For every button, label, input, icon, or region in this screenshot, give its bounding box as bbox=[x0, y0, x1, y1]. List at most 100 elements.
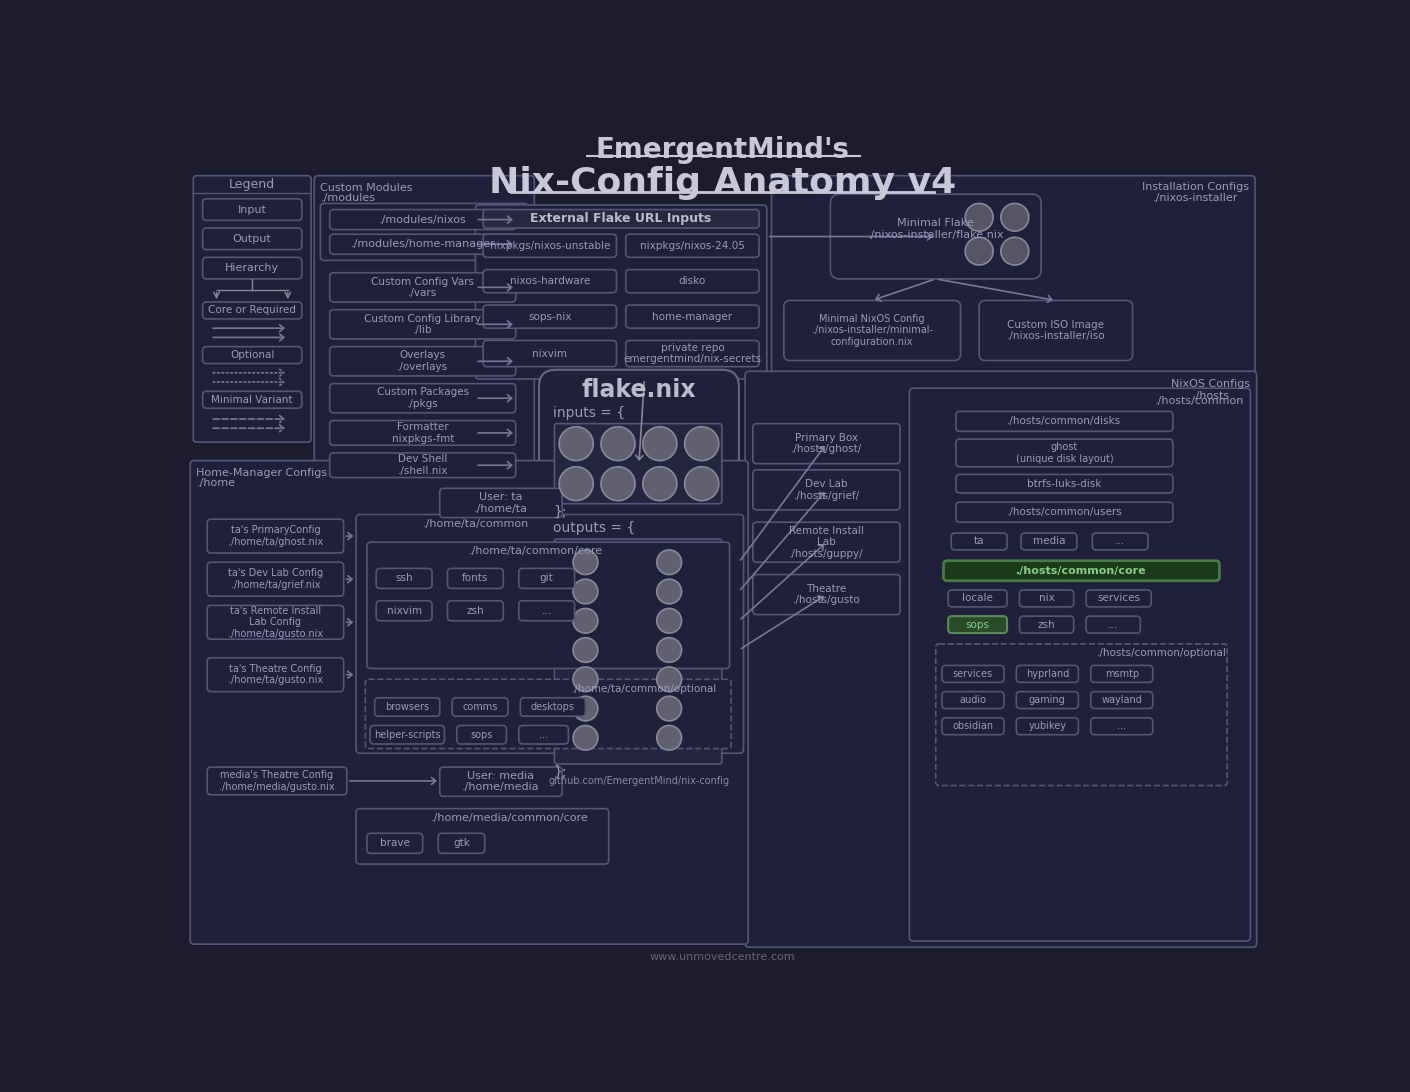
FancyBboxPatch shape bbox=[369, 725, 444, 744]
Text: Core or Required: Core or Required bbox=[209, 306, 296, 316]
Text: ...: ... bbox=[539, 729, 548, 739]
Circle shape bbox=[560, 427, 594, 461]
FancyBboxPatch shape bbox=[1017, 665, 1079, 682]
FancyBboxPatch shape bbox=[207, 657, 344, 691]
Text: btrfs-luks-disk: btrfs-luks-disk bbox=[1028, 478, 1101, 489]
FancyBboxPatch shape bbox=[440, 767, 563, 796]
FancyBboxPatch shape bbox=[484, 305, 616, 329]
FancyBboxPatch shape bbox=[956, 502, 1173, 522]
FancyBboxPatch shape bbox=[207, 562, 344, 596]
Circle shape bbox=[685, 466, 719, 500]
Text: ./modules: ./modules bbox=[320, 192, 375, 203]
FancyBboxPatch shape bbox=[771, 176, 1255, 385]
Text: Overlays
./overlays: Overlays ./overlays bbox=[398, 351, 448, 372]
FancyBboxPatch shape bbox=[1017, 717, 1079, 735]
Text: Custom Modules: Custom Modules bbox=[320, 183, 413, 193]
Text: ./home: ./home bbox=[196, 477, 235, 487]
Text: ta's Remote Install
Lab Config
./home/ta/gusto.nix: ta's Remote Install Lab Config ./home/ta… bbox=[228, 606, 323, 639]
Circle shape bbox=[657, 638, 681, 663]
Text: ghost
(unique disk layout): ghost (unique disk layout) bbox=[1015, 442, 1114, 464]
Circle shape bbox=[643, 466, 677, 500]
Text: nix: nix bbox=[1039, 593, 1055, 604]
FancyBboxPatch shape bbox=[948, 590, 1007, 607]
Text: nixvim: nixvim bbox=[533, 348, 567, 358]
Text: fonts: fonts bbox=[462, 573, 489, 583]
FancyBboxPatch shape bbox=[956, 412, 1173, 431]
Circle shape bbox=[657, 697, 681, 721]
FancyBboxPatch shape bbox=[203, 391, 302, 408]
FancyBboxPatch shape bbox=[330, 310, 516, 339]
Text: Home-Manager Configs: Home-Manager Configs bbox=[196, 468, 327, 478]
FancyBboxPatch shape bbox=[1086, 590, 1151, 607]
FancyBboxPatch shape bbox=[457, 725, 506, 744]
Text: nixos-hardware: nixos-hardware bbox=[509, 276, 589, 286]
Text: ta's Dev Lab Config
./home/ta/grief.nix: ta's Dev Lab Config ./home/ta/grief.nix bbox=[228, 568, 323, 590]
Circle shape bbox=[601, 466, 634, 500]
Text: brave: brave bbox=[379, 839, 410, 848]
FancyBboxPatch shape bbox=[626, 305, 759, 329]
Circle shape bbox=[1001, 203, 1029, 232]
Text: ...: ... bbox=[1108, 619, 1118, 630]
FancyBboxPatch shape bbox=[519, 601, 575, 620]
FancyBboxPatch shape bbox=[1019, 616, 1073, 633]
FancyBboxPatch shape bbox=[626, 341, 759, 367]
Text: home-manager: home-manager bbox=[653, 311, 732, 322]
FancyBboxPatch shape bbox=[942, 717, 1004, 735]
Text: Remote Install
Lab
./hosts/guppy/: Remote Install Lab ./hosts/guppy/ bbox=[790, 525, 864, 559]
FancyBboxPatch shape bbox=[1093, 533, 1148, 550]
FancyBboxPatch shape bbox=[357, 809, 609, 864]
FancyBboxPatch shape bbox=[190, 461, 749, 945]
Text: zsh: zsh bbox=[467, 606, 484, 616]
Circle shape bbox=[685, 427, 719, 461]
Text: outputs = {: outputs = { bbox=[553, 521, 634, 535]
FancyBboxPatch shape bbox=[330, 453, 516, 477]
Text: locale: locale bbox=[962, 593, 993, 604]
FancyBboxPatch shape bbox=[203, 346, 302, 364]
Circle shape bbox=[657, 608, 681, 633]
FancyBboxPatch shape bbox=[207, 519, 344, 553]
FancyBboxPatch shape bbox=[519, 725, 568, 744]
Text: EmergentMind's: EmergentMind's bbox=[595, 136, 850, 164]
Text: wayland: wayland bbox=[1101, 696, 1142, 705]
FancyBboxPatch shape bbox=[365, 679, 732, 749]
FancyBboxPatch shape bbox=[440, 488, 563, 518]
Text: ./modules/home-manager: ./modules/home-manager bbox=[350, 239, 495, 249]
Text: audio: audio bbox=[959, 696, 987, 705]
FancyBboxPatch shape bbox=[193, 176, 312, 442]
Text: browsers: browsers bbox=[385, 702, 429, 712]
FancyBboxPatch shape bbox=[207, 767, 347, 795]
FancyBboxPatch shape bbox=[1091, 691, 1153, 709]
FancyBboxPatch shape bbox=[753, 574, 900, 615]
Text: ./hosts/common/users: ./hosts/common/users bbox=[1007, 507, 1122, 518]
Text: NixOS Configs
./hosts: NixOS Configs ./hosts bbox=[1172, 379, 1251, 401]
Text: hyprland: hyprland bbox=[1025, 669, 1069, 679]
Text: };: }; bbox=[553, 505, 567, 519]
Circle shape bbox=[601, 427, 634, 461]
Text: services: services bbox=[1097, 593, 1141, 604]
Text: Minimal Flake
./nixos-installer/flake.nix: Minimal Flake ./nixos-installer/flake.ni… bbox=[867, 218, 1004, 239]
Text: disko: disko bbox=[678, 276, 706, 286]
Text: Installation Configs
./nixos-installer: Installation Configs ./nixos-installer bbox=[1142, 182, 1249, 203]
Text: Dev Shell
./shell.nix: Dev Shell ./shell.nix bbox=[398, 454, 448, 476]
FancyBboxPatch shape bbox=[956, 474, 1173, 492]
FancyBboxPatch shape bbox=[979, 300, 1132, 360]
Text: ./hosts/common/core: ./hosts/common/core bbox=[1017, 566, 1146, 575]
Text: Custom Packages
./pkgs: Custom Packages ./pkgs bbox=[376, 388, 468, 410]
FancyBboxPatch shape bbox=[1017, 691, 1079, 709]
Text: Primary Box
./hosts/ghost/: Primary Box ./hosts/ghost/ bbox=[791, 432, 862, 454]
FancyBboxPatch shape bbox=[439, 833, 485, 853]
Circle shape bbox=[657, 667, 681, 691]
Text: gtk: gtk bbox=[453, 839, 470, 848]
FancyBboxPatch shape bbox=[203, 199, 302, 221]
FancyBboxPatch shape bbox=[314, 176, 534, 476]
Text: msmtp: msmtp bbox=[1104, 669, 1139, 679]
Text: obsidian: obsidian bbox=[952, 721, 994, 732]
FancyBboxPatch shape bbox=[744, 371, 1256, 947]
FancyBboxPatch shape bbox=[942, 665, 1004, 682]
Circle shape bbox=[966, 237, 993, 265]
FancyBboxPatch shape bbox=[1021, 533, 1077, 550]
Text: ./hosts/common/optional: ./hosts/common/optional bbox=[1097, 648, 1227, 658]
FancyBboxPatch shape bbox=[784, 300, 960, 360]
FancyBboxPatch shape bbox=[484, 270, 616, 293]
Circle shape bbox=[657, 550, 681, 574]
